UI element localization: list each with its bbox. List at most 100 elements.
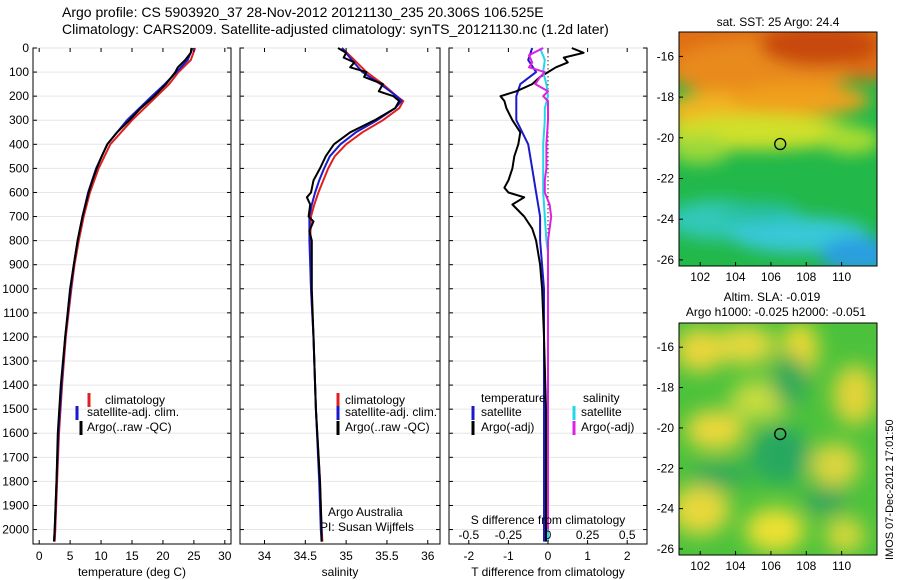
temperature-plot-frame <box>32 47 232 545</box>
map-y-tick-label: -16 <box>657 49 675 63</box>
map-y-tick-label: -24 <box>657 212 675 226</box>
y-tick-label: 1600 <box>2 426 29 440</box>
y-tick-label: 200 <box>9 89 29 103</box>
series-line-satellite <box>515 47 545 542</box>
y-tick-label: 1500 <box>2 402 29 416</box>
sla-map-frame <box>678 322 878 556</box>
sst-heatmap <box>679 32 877 266</box>
map-y-tick-label: -26 <box>657 253 675 267</box>
temperature-panel: 0100200300400500600700800900100011001200… <box>2 41 232 579</box>
y-tick-label: 600 <box>9 185 29 199</box>
argo-australia-annotation: Argo Australia <box>328 505 403 519</box>
salinity-plot-frame <box>239 47 441 545</box>
x-tick-label: 36 <box>421 549 435 563</box>
series-line-argo-raw-qc <box>53 47 193 542</box>
map-x-tick-label: 108 <box>796 559 816 573</box>
map-x-tick-label: 102 <box>690 270 710 284</box>
x-tick-label: 35 <box>339 549 353 563</box>
x2-tick-label: 0.5 <box>619 528 636 542</box>
series-line-satellite-adj-clim <box>53 47 194 542</box>
x-tick-label: 1 <box>584 549 591 563</box>
y-tick-label: 1100 <box>3 306 29 320</box>
map-y-tick-label: -24 <box>657 502 675 516</box>
y-tick-label: 1900 <box>2 498 29 512</box>
legend-label-sal-argo: Argo(-adj) <box>581 420 634 434</box>
series-line-climatology <box>309 47 405 542</box>
y-tick-label: 1200 <box>2 330 29 344</box>
x-tick-label: -1 <box>503 549 514 563</box>
series-line-argo-raw-qc <box>305 47 401 542</box>
map-y-tick-label: -16 <box>657 340 675 354</box>
map-x-tick-label: 108 <box>796 270 816 284</box>
temperature-x-axis-label: temperature (deg C) <box>78 565 186 579</box>
y-tick-label: 800 <box>9 234 29 248</box>
map-x-tick-label: 104 <box>726 270 746 284</box>
sst-map-title: sat. SST: 25 Argo: 24.4 <box>717 15 840 29</box>
x-tick-label: 34.5 <box>294 549 318 563</box>
figure-title-line-1: Argo profile: CS 5903920_37 28-Nov-2012 … <box>62 4 544 20</box>
y-tick-label: 100 <box>9 65 29 79</box>
legend-label-argo: Argo(..raw -QC) <box>87 420 172 434</box>
legend-label-temp-satellite: satellite <box>481 405 522 419</box>
sst-map-frame <box>678 31 878 267</box>
difference-panel: -2 -1 0 1 2 -0.5 -0.25 0 0.25 0.5 S difference f… <box>448 47 648 579</box>
sla-map-subtitle: Argo h1000: -0.025 h2000: -0.051 <box>686 305 866 319</box>
x-tick-label: 25 <box>187 549 201 563</box>
legend-label-satellite-adj: satellite-adj. clim. <box>345 405 437 419</box>
map-y-tick-label: -26 <box>657 542 675 556</box>
x-tick-label: 30 <box>218 549 232 563</box>
map-y-tick-label: -18 <box>657 381 675 395</box>
x-tick-label: 35.5 <box>375 549 399 563</box>
legend-label-argo: Argo(..raw -QC) <box>345 420 430 434</box>
argo-position-marker <box>774 427 787 441</box>
sla-map-title: Altim. SLA: -0.019 <box>724 290 821 304</box>
map-x-tick-label: 106 <box>761 270 781 284</box>
salinity-panel: 34 34.5 35 35.5 36 salinity climatology sate… <box>239 47 441 579</box>
x2-tick-label: 0.25 <box>576 528 600 542</box>
y-tick-label: 1000 <box>2 282 29 296</box>
y-tick-label: 700 <box>9 210 29 224</box>
legend-label-satellite-adj: satellite-adj. clim. <box>87 405 179 419</box>
y-tick-label: 1400 <box>2 378 29 392</box>
legend-label-climatology: climatology <box>345 393 405 407</box>
x-tick-label: 2 <box>624 549 631 563</box>
series-line-argo-adj <box>499 47 585 542</box>
map-y-tick-label: -22 <box>657 172 675 186</box>
x-tick-label: 0 <box>545 549 552 563</box>
x-tick-label: -2 <box>463 549 474 563</box>
map-x-tick-label: 110 <box>832 270 851 284</box>
sla-heatmap <box>679 323 877 555</box>
x2-tick-label: 0 <box>545 528 552 542</box>
y-tick-label: 400 <box>9 137 29 151</box>
legend-label-climatology: climatology <box>105 393 165 407</box>
sla-map-panel: Altim. SLA: -0.019 Argo h1000: -0.025 h2… <box>657 290 878 573</box>
x-tick-label: 15 <box>125 549 139 563</box>
argo-position-marker <box>774 137 787 151</box>
temperature-legend: climatology satellite-adj. clim. Argo(..… <box>75 393 179 435</box>
s-difference-axis-label: S difference from climatology <box>471 513 626 527</box>
x2-tick-label: -0.5 <box>458 528 479 542</box>
salinity-legend: climatology satellite-adj. clim. Argo(..… <box>336 393 437 435</box>
x-tick-label: 0 <box>36 549 43 563</box>
series-line-argo-adj <box>528 47 553 530</box>
y-tick-label: 300 <box>9 113 29 127</box>
map-y-tick-label: -22 <box>657 461 675 475</box>
x-tick-label: 20 <box>156 549 170 563</box>
x-tick-label: 5 <box>67 549 74 563</box>
map-x-tick-label: 110 <box>832 559 851 573</box>
difference-legend: temperature salinity satellite Argo(-adj… <box>471 391 634 435</box>
map-x-tick-label: 104 <box>726 559 746 573</box>
legend-label-sal-satellite: satellite <box>581 405 622 419</box>
map-y-tick-label: -20 <box>657 421 675 435</box>
legend-title-temperature: temperature <box>481 391 546 405</box>
map-y-tick-label: -20 <box>657 131 675 145</box>
x-tick-label: 34 <box>258 549 272 563</box>
salinity-x-axis-label: salinity <box>322 565 359 579</box>
y-tick-label: 900 <box>9 258 29 272</box>
map-y-tick-label: -18 <box>657 90 675 104</box>
y-tick-label: 1300 <box>2 354 29 368</box>
t-difference-axis-label: T difference from climatology <box>471 565 625 579</box>
series-line-satellite-adj-clim <box>308 47 403 542</box>
legend-title-salinity: salinity <box>583 391 620 405</box>
